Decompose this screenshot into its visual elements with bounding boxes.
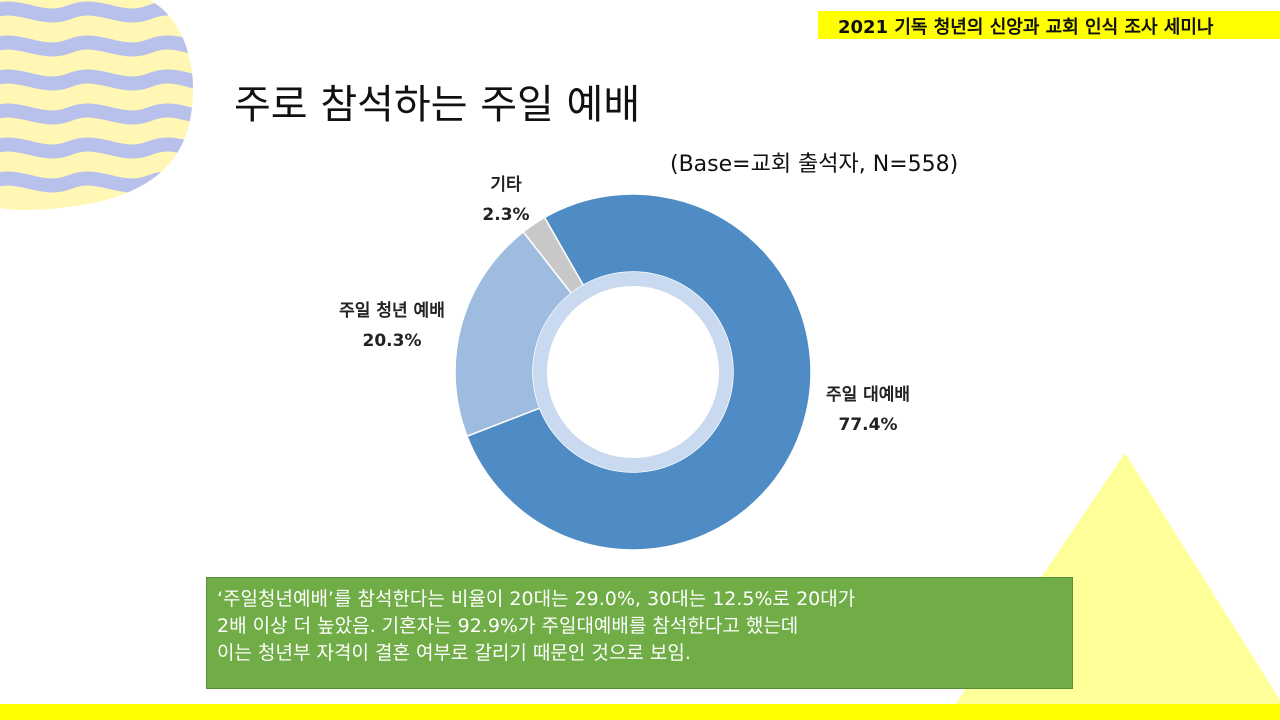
- bottom-band: [0, 704, 1280, 720]
- summary-line: 2배 이상 더 높았음. 기혼자는 92.9%가 주일대예배를 참석한다고 했는…: [217, 615, 799, 637]
- slice-value-label: 77.4%: [839, 415, 898, 435]
- donut-hole: [547, 286, 719, 458]
- slice-category-label: 기타: [490, 175, 522, 195]
- slice-category-label: 주일 청년 예배: [339, 300, 445, 321]
- slice-category-label: 주일 대예배: [826, 385, 910, 405]
- summary-box: ‘주일청년예배’를 참석한다는 비율이 20대는 29.0%, 30대는 12.…: [206, 577, 1073, 689]
- summary-line: ‘주일청년예배’를 참석한다는 비율이 20대는 29.0%, 30대는 12.…: [217, 588, 856, 610]
- header-band: [818, 11, 1280, 39]
- base-note: (Base=교회 출석자, N=558): [670, 152, 959, 177]
- page-title: 주로 참석하는 주일 예배: [234, 82, 641, 128]
- summary-line: 이는 청년부 자격이 결혼 여부로 갈리기 때문인 것으로 보임.: [217, 642, 691, 664]
- seminar-title: 2021 기독 청년의 신앙과 교회 인식 조사 세미나: [838, 17, 1214, 38]
- slice-value-label: 20.3%: [363, 331, 422, 351]
- wave-decoration: [0, 0, 194, 210]
- slice-value-label: 2.3%: [482, 205, 529, 225]
